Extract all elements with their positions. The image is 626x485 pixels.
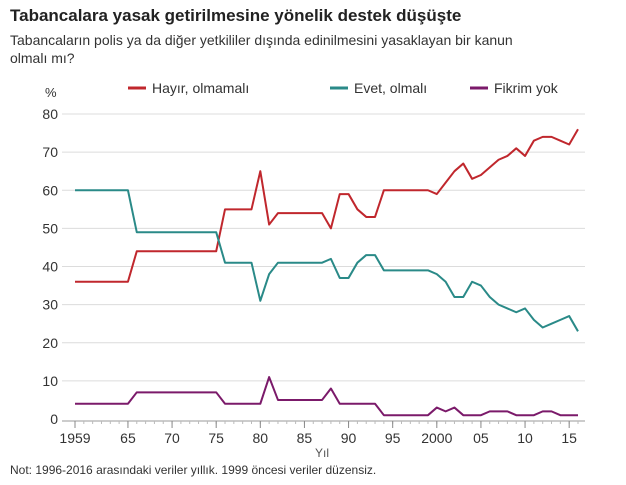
series-line-1 bbox=[75, 189, 579, 332]
x-tick-label: 80 bbox=[253, 430, 269, 446]
y-tick-label: 40 bbox=[42, 259, 58, 275]
x-tick-label: 65 bbox=[120, 430, 136, 446]
x-tick-label: 70 bbox=[164, 430, 180, 446]
chart-subtitle: Tabancaların polis ya da diğer yetkilile… bbox=[10, 32, 513, 66]
chart-note: Not: 1996-2016 arasındaki veriler yıllık… bbox=[10, 463, 377, 477]
y-tick-label: 70 bbox=[42, 144, 58, 160]
x-tick-label: 95 bbox=[385, 430, 401, 446]
y-tick-label: 60 bbox=[42, 182, 58, 198]
legend-label-2: Fikrim yok bbox=[494, 80, 559, 96]
y-tick-label: 10 bbox=[42, 373, 58, 389]
y-axis-label: % bbox=[45, 85, 57, 100]
chart-title: Tabancalara yasak getirilmesine yönelik … bbox=[10, 6, 462, 25]
x-tick-label: 2000 bbox=[421, 430, 452, 446]
x-tick-label: 05 bbox=[473, 430, 489, 446]
x-axis-label: Yıl bbox=[315, 446, 329, 460]
y-tick-label: 20 bbox=[42, 335, 58, 351]
legend-label-0: Hayır, olmamalı bbox=[152, 80, 249, 96]
x-tick-label: 90 bbox=[341, 430, 357, 446]
y-tick-label: 0 bbox=[50, 411, 58, 427]
legend-label-1: Evet, olmalı bbox=[354, 80, 427, 96]
x-tick-label: 75 bbox=[208, 430, 224, 446]
series-line-2 bbox=[75, 376, 578, 417]
y-tick-label: 80 bbox=[42, 106, 58, 122]
x-tick-label: 15 bbox=[561, 430, 577, 446]
y-tick-label: 30 bbox=[42, 297, 58, 313]
x-tick-label: 85 bbox=[297, 430, 313, 446]
x-tick-label: 1959 bbox=[59, 430, 90, 446]
x-tick-label: 10 bbox=[517, 430, 533, 446]
series-line-0 bbox=[75, 128, 579, 283]
y-tick-label: 50 bbox=[42, 220, 58, 236]
